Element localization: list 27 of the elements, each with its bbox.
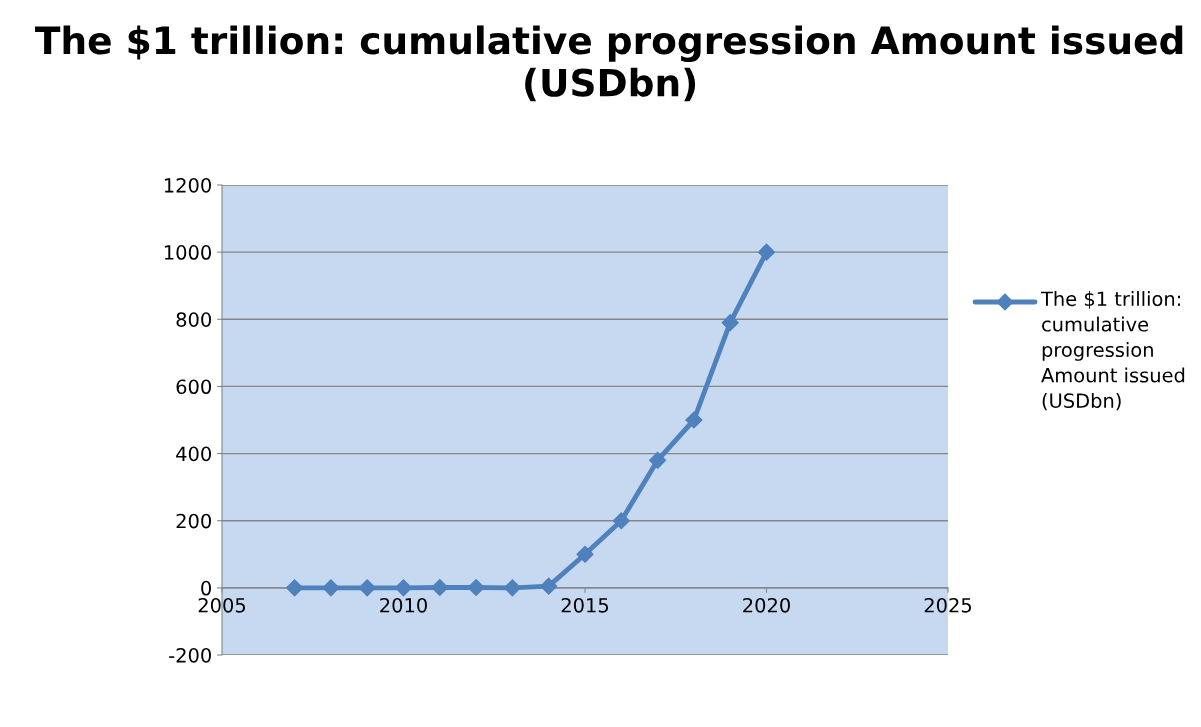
y-tick-label: 1000 bbox=[164, 245, 211, 260]
point bbox=[576, 545, 594, 563]
point bbox=[612, 512, 630, 530]
y-tick-label: -200 bbox=[169, 647, 211, 663]
point bbox=[394, 579, 413, 597]
y-tick-label: 200 bbox=[176, 513, 211, 529]
y-tick-label: 0 bbox=[201, 580, 211, 596]
x-tick-label: 2020 bbox=[743, 597, 790, 613]
legend-label: The $1 trillion: cumulative progression Amount issued (USDbn) bbox=[1040, 291, 1185, 411]
x-tick-label: 2010 bbox=[380, 597, 427, 613]
y-tick-label: 800 bbox=[176, 312, 211, 327]
y-tick-label: 400 bbox=[176, 446, 211, 462]
point bbox=[540, 577, 558, 595]
point bbox=[286, 579, 304, 597]
y-tick-label: 600 bbox=[176, 379, 211, 395]
point bbox=[322, 579, 340, 597]
y-tick-label: 1200 bbox=[164, 177, 211, 193]
point bbox=[649, 451, 667, 469]
point bbox=[721, 314, 739, 332]
chart-title: The $1 trillion: cumulative progression Amount issued (USDbn) bbox=[35, 25, 1183, 102]
x-tick-label: 2025 bbox=[924, 597, 972, 613]
point bbox=[685, 411, 703, 429]
x-tick-label: 2015 bbox=[561, 597, 609, 613]
point bbox=[503, 579, 521, 597]
point bbox=[358, 579, 376, 597]
x-tick-label: 2005 bbox=[198, 597, 246, 613]
point bbox=[757, 243, 776, 261]
